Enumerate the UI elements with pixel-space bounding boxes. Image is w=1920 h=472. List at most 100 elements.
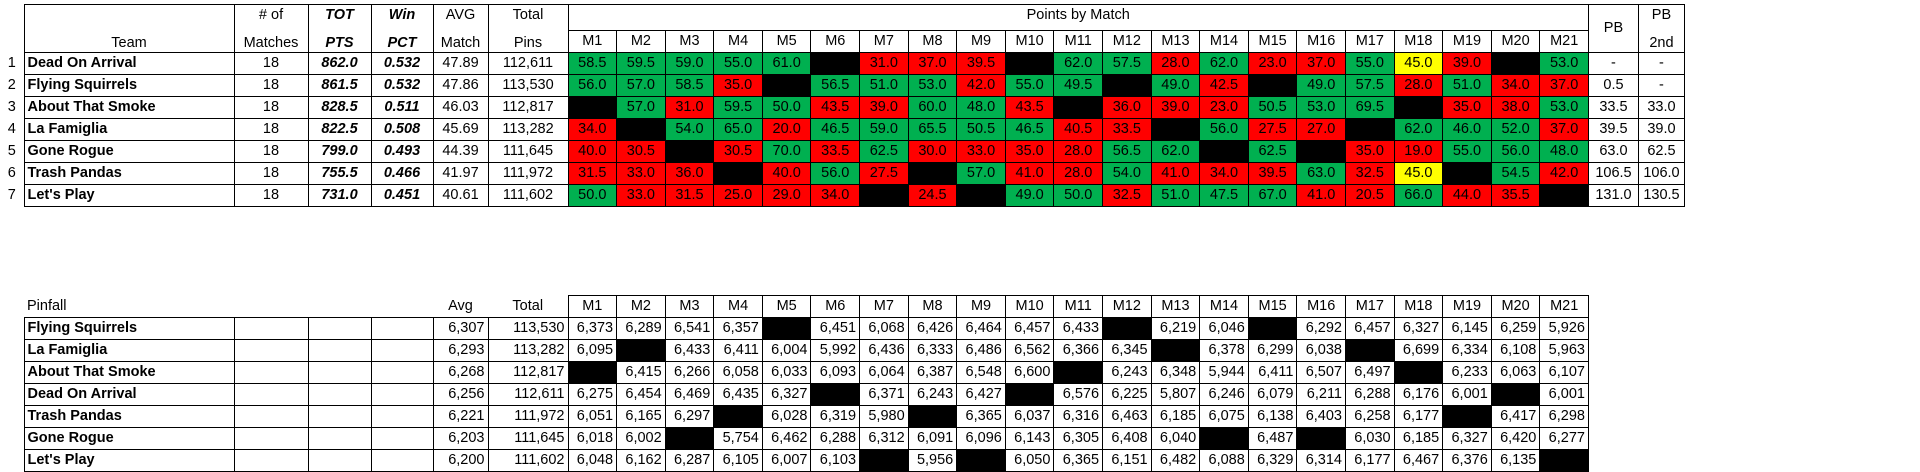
pinfall-empty-cell [233,449,309,472]
pinfall-total: 111,972 [487,405,569,428]
match-points-cell [1150,118,1201,141]
standings-row: 5 Gone Rogue 18 799.0 0.493 44.39 111,645 40.0 3… [0,140,1685,163]
pinfall-match-cell: 6,064 [859,361,909,384]
pinfall-empty-cell [307,383,372,406]
win-pct: 0.508 [370,118,434,141]
pinfall-match-cell [1053,361,1104,384]
match-col-header: M21 [1539,30,1589,53]
match-points-cell: 36.0 [664,162,715,185]
match-points-cell: 52.0 [1490,118,1541,141]
pinfall-row: Gone Rogue 6,203 111,645 6,018 6,002 5,754 6,4… [0,427,1589,450]
pinfall-match-cell: 6,292 [1296,317,1346,340]
pinfall-total: 112,611 [487,383,569,406]
pinfall-match-cell: 6,403 [1296,405,1346,428]
standings-row: 7 Let's Play 18 731.0 0.451 40.61 111,602 50.0 3… [0,184,1685,207]
pinfall-match-cell [1442,405,1492,428]
match-points-cell: 33.0 [956,140,1006,163]
pinfall-match-cell: 6,138 [1247,405,1298,428]
pinfall-match-cell: 6,162 [616,449,666,472]
pinfall-match-cell: 5,944 [1199,361,1249,384]
match-points-cell: 28.0 [1053,162,1104,185]
match-points-cell: 41.0 [1004,162,1055,185]
pinfall-match-cell: 6,348 [1150,361,1201,384]
pinfall-total: 113,282 [487,339,569,362]
pinfall-match-cell: 6,299 [1247,339,1298,362]
match-points-cell: 62.0 [1393,118,1444,141]
rank: 3 [7,99,16,116]
standings-row: 2 Flying Squirrels 18 861.5 0.532 47.86 113,53… [0,74,1685,97]
pinfall-match-cell [1102,317,1152,340]
pinfall-match-cell: 6,243 [907,383,958,406]
match-points-cell: 31.5 [567,162,618,185]
match-points-cell [1102,74,1152,97]
match-points-cell [1053,96,1104,119]
match-points-cell: 56.0 [1199,118,1249,141]
match-points-cell: 23.0 [1199,96,1249,119]
pinfall-total: 111,602 [487,449,569,472]
match-points-cell: 66.0 [1393,184,1444,207]
pinfall-avg: 6,221 [432,405,489,428]
match-points-cell: 41.0 [1296,184,1346,207]
pinfall-match-cell: 6,018 [567,427,618,450]
pinfall-team-name: About That Smoke [23,361,235,384]
pinfall-match-cell: 6,243 [1102,361,1152,384]
pinfall-empty-cell [370,361,434,384]
pinfall-match-cell: 6,038 [1296,339,1346,362]
match-points-cell: 42.0 [1539,162,1589,185]
pinfall-match-cell: 6,002 [616,427,666,450]
match-points-cell: 40.0 [567,140,618,163]
pinfall-match-cell: 6,365 [956,405,1006,428]
match-col-header: M9 [956,30,1006,53]
match-points-cell: 48.0 [1539,140,1589,163]
match-points-cell: 56.5 [1102,140,1152,163]
pinfall-match-cell: 6,305 [1053,427,1104,450]
match-points-cell: 59.5 [713,96,763,119]
pinfall-match-cell: 6,048 [567,449,618,472]
match-points-cell: 30.5 [616,140,666,163]
total-points: 828.5 [307,96,372,119]
pinfall-match-cell: 6,075 [1199,405,1249,428]
pinfall-team-name: Flying Squirrels [23,317,235,340]
pinfall-total: 113,530 [487,317,569,340]
avg-match: 40.61 [432,184,489,207]
standings-row: 6 Trash Pandas 18 755.5 0.466 41.97 111,972 31.… [0,162,1685,185]
total-pins: 111,602 [487,184,569,207]
match-points-cell: 39.5 [1247,162,1298,185]
pb-value: 0.5 [1587,74,1639,97]
total-pins: 113,530 [487,74,569,97]
match-points-cell: 31.0 [664,96,715,119]
pinfall-rank-blank [0,384,24,406]
match-points-cell [616,118,666,141]
match-points-cell: 28.0 [1150,52,1201,75]
matches-count: 18 [233,96,309,119]
pb2-value: 62.5 [1637,140,1685,163]
pinfall-match-cell: 6,233 [1442,361,1492,384]
pinfall-match-cell: 6,486 [956,339,1006,362]
pinfall-match-header: M2 [616,295,666,318]
pinfall-match-cell: 6,289 [616,317,666,340]
pinfall-match-cell: 6,454 [616,383,666,406]
pinfall-match-cell: 6,462 [761,427,812,450]
pinfall-match-header: M6 [810,295,861,318]
match-points-cell: 36.0 [1102,96,1152,119]
total-pins-header-line1: Total [487,4,569,31]
match-points-cell: 33.5 [1102,118,1152,141]
pinfall-row: Dead On Arrival 6,256 112,611 6,275 6,454 6,4… [0,383,1589,406]
pinfall-match-cell: 6,259 [1490,317,1541,340]
pinfall-match-cell: 6,004 [761,339,812,362]
match-points-cell: 45.0 [1393,52,1444,75]
win-pct: 0.532 [370,74,434,97]
match-points-cell [1539,184,1589,207]
pinfall-empty-cell [233,383,309,406]
match-points-cell: 19.0 [1393,140,1444,163]
pinfall-blank-col [371,296,433,318]
pinfall-total: 112,817 [487,361,569,384]
match-points-cell: 55.0 [1345,52,1395,75]
pinfall-match-cell: 6,562 [1004,339,1055,362]
match-col-header: M7 [859,30,909,53]
pinfall-match-cell: 6,451 [810,317,861,340]
pinfall-match-cell: 6,258 [1345,405,1395,428]
pinfall-match-cell: 6,033 [761,361,812,384]
pinfall-rank-blank [0,340,24,362]
match-points-cell: 46.5 [810,118,861,141]
